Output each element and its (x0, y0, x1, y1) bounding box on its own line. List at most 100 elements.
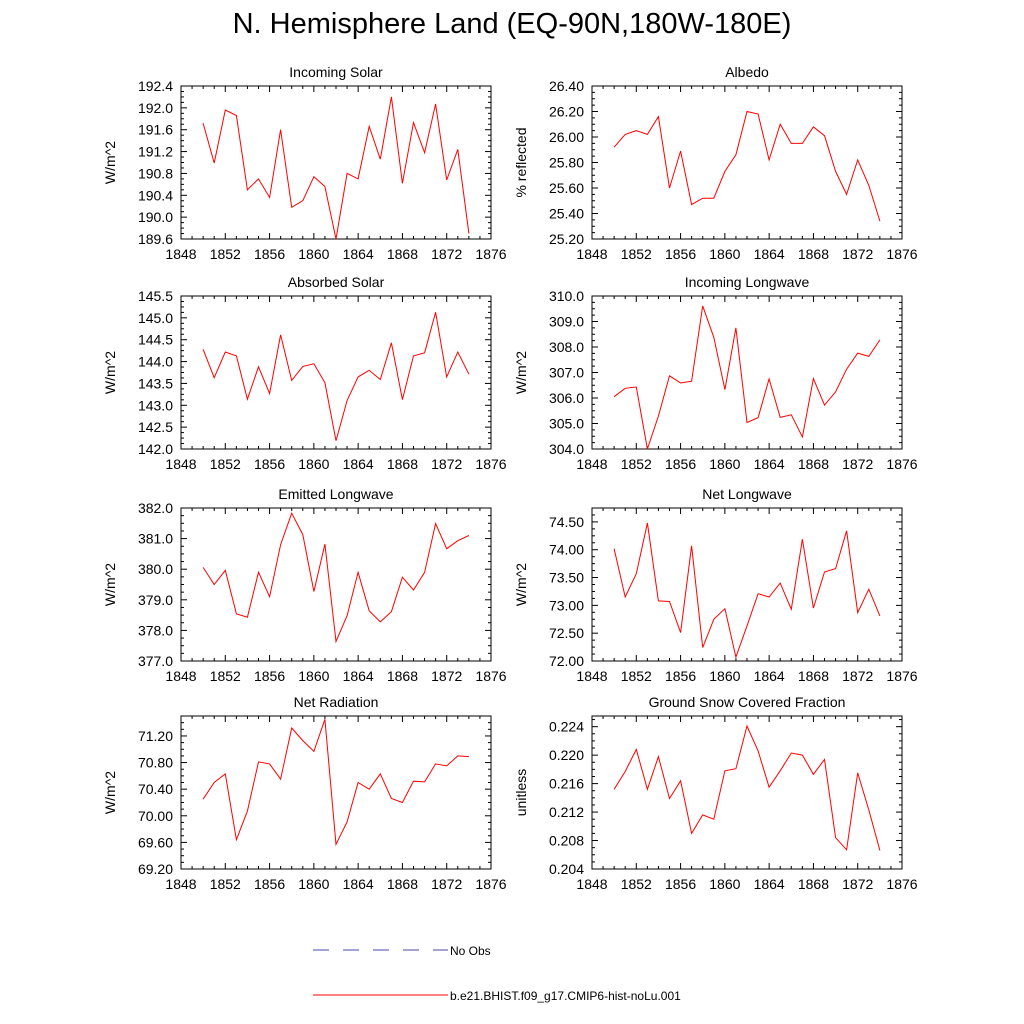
y-tick-label: 73.00 (549, 597, 584, 613)
y-tick-label: 0.204 (549, 861, 584, 877)
y-tick-label: 190.8 (138, 165, 173, 181)
x-tick-label: 1876 (475, 456, 506, 472)
panel-title: Albedo (725, 64, 769, 80)
x-tick-label: 1856 (665, 246, 696, 262)
panel-title: Incoming Solar (289, 64, 383, 80)
x-tick-label: 1868 (387, 876, 418, 892)
y-tick-label: 25.80 (549, 155, 584, 171)
x-tick-label: 1848 (165, 246, 196, 262)
series-line (613, 305, 881, 450)
x-tick-label: 1868 (798, 246, 829, 262)
x-tick-label: 1876 (886, 876, 917, 892)
x-tick-label: 1848 (576, 246, 607, 262)
series-line (202, 312, 470, 441)
plot-frame (591, 85, 903, 240)
y-tick-label: 192.4 (138, 78, 173, 94)
series-line (613, 522, 881, 659)
x-tick-label: 1872 (842, 246, 873, 262)
x-tick-label: 1848 (576, 876, 607, 892)
y-tick-label: 309.0 (549, 314, 584, 330)
panel-title: Absorbed Solar (288, 274, 385, 290)
panel-emitted-longwave: Emitted Longwave W/m^2 1848 1852 1856 1860 186… (102, 486, 507, 684)
plot-frame (591, 295, 903, 450)
panel-title: Incoming Longwave (685, 274, 810, 290)
legend: No Obs b.e21.BHIST.f09_g17.CMIP6-hist-noL… (313, 944, 681, 1003)
x-tick-label: 1876 (886, 456, 917, 472)
x-tick-label: 1876 (475, 668, 506, 684)
x-tick-label: 1856 (254, 246, 285, 262)
y-tick-label: 26.00 (549, 129, 584, 145)
series-line (202, 511, 470, 644)
y-tick-label: 382.0 (138, 500, 173, 516)
x-tick-label: 1872 (431, 456, 462, 472)
x-tick-label: 1852 (621, 456, 652, 472)
y-tick-label: 191.6 (138, 122, 173, 138)
y-axis-label: W/m^2 (102, 771, 118, 814)
plot-frame (180, 715, 492, 870)
panel-title: Emitted Longwave (278, 486, 393, 502)
y-tick-label: 306.0 (549, 390, 584, 406)
x-tick-label: 1864 (754, 668, 785, 684)
y-axis-label: W/m^2 (102, 563, 118, 606)
x-tick-label: 1864 (343, 876, 374, 892)
y-axis-label: unitless (513, 769, 529, 816)
y-tick-label: 377.0 (138, 653, 173, 669)
series-line (613, 724, 881, 851)
x-tick-label: 1856 (254, 876, 285, 892)
x-tick-label: 1860 (709, 456, 740, 472)
y-tick-label: 26.40 (549, 78, 584, 94)
legend-no-obs-label: No Obs (450, 944, 491, 958)
panel-title: Ground Snow Covered Fraction (649, 694, 846, 710)
x-tick-label: 1864 (754, 456, 785, 472)
y-tick-label: 378.0 (138, 622, 173, 638)
panel-albedo: Albedo % reflected 1848 1852 1856 1860 1864 186… (513, 64, 918, 262)
x-tick-label: 1856 (254, 668, 285, 684)
x-tick-label: 1864 (343, 668, 374, 684)
y-tick-label: 310.0 (549, 288, 584, 304)
x-tick-label: 1864 (754, 246, 785, 262)
x-tick-label: 1868 (798, 456, 829, 472)
y-tick-label: 304.0 (549, 441, 584, 457)
x-tick-label: 1848 (165, 456, 196, 472)
x-tick-label: 1852 (621, 876, 652, 892)
y-tick-label: 380.0 (138, 561, 173, 577)
panel-ground-snow-covered-fraction: Ground Snow Covered Fraction unitless 1848… (513, 694, 918, 892)
x-tick-label: 1864 (343, 456, 374, 472)
x-tick-label: 1852 (210, 456, 241, 472)
x-tick-label: 1860 (709, 668, 740, 684)
x-tick-label: 1868 (387, 456, 418, 472)
x-tick-label: 1860 (709, 876, 740, 892)
x-tick-label: 1876 (475, 246, 506, 262)
x-tick-label: 1876 (886, 246, 917, 262)
plot-frame (180, 295, 492, 450)
figure-title: N. Hemisphere Land (EQ-90N,180W-180E) (232, 8, 792, 40)
y-tick-label: 72.00 (549, 653, 584, 669)
y-tick-label: 142.0 (138, 441, 173, 457)
y-tick-label: 0.220 (549, 747, 584, 763)
legend-model-label: b.e21.BHIST.f09_g17.CMIP6-hist-noLu.001 (450, 989, 681, 1003)
y-tick-label: 143.0 (138, 397, 173, 413)
plot-frame (591, 715, 903, 870)
y-tick-label: 145.0 (138, 310, 173, 326)
y-tick-label: 71.20 (138, 728, 173, 744)
panel-title: Net Radiation (294, 694, 379, 710)
x-tick-label: 1876 (475, 876, 506, 892)
x-tick-label: 1848 (165, 876, 196, 892)
x-tick-label: 1860 (298, 456, 329, 472)
y-tick-label: 307.0 (549, 365, 584, 381)
plot-frame (591, 507, 903, 662)
y-tick-label: 70.40 (138, 781, 173, 797)
x-tick-label: 1868 (798, 876, 829, 892)
x-tick-label: 1856 (665, 456, 696, 472)
y-tick-label: 143.5 (138, 375, 173, 391)
series-line (202, 96, 470, 240)
x-tick-label: 1872 (842, 668, 873, 684)
y-axis-label: W/m^2 (102, 141, 118, 184)
y-axis-label: W/m^2 (513, 563, 529, 606)
x-tick-label: 1872 (431, 246, 462, 262)
x-tick-label: 1848 (576, 456, 607, 472)
x-tick-label: 1872 (431, 876, 462, 892)
y-tick-label: 379.0 (138, 592, 173, 608)
x-tick-label: 1848 (576, 668, 607, 684)
